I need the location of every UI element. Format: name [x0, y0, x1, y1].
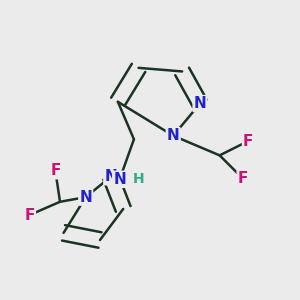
Text: F: F	[238, 171, 248, 186]
Text: F: F	[243, 134, 254, 148]
Text: N: N	[194, 96, 206, 111]
Text: H: H	[132, 172, 144, 186]
Text: N: N	[167, 128, 180, 143]
Text: N: N	[104, 169, 117, 184]
Text: N: N	[113, 172, 126, 187]
Text: F: F	[25, 208, 35, 223]
Text: F: F	[50, 163, 61, 178]
Text: N: N	[79, 190, 92, 205]
